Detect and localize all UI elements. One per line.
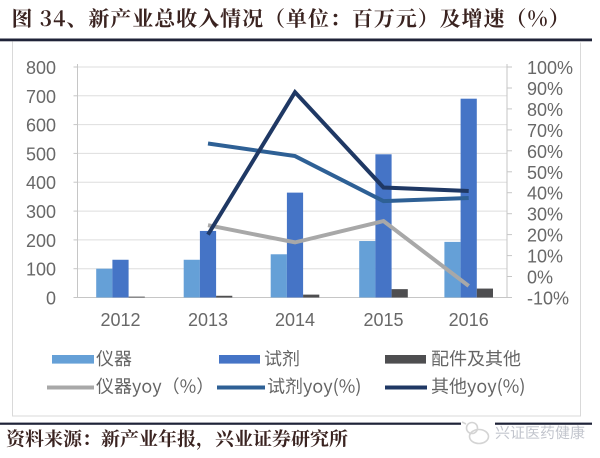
svg-text:20%: 20% [527,226,563,246]
svg-text:2016: 2016 [449,310,489,330]
svg-text:2014: 2014 [275,310,315,330]
svg-text:100: 100 [26,260,56,280]
svg-text:50%: 50% [527,163,563,183]
svg-text:80%: 80% [527,100,563,120]
svg-text:70%: 70% [527,121,563,141]
svg-text:600: 600 [26,116,56,136]
svg-text:100%: 100% [527,58,573,78]
svg-text:2012: 2012 [100,310,140,330]
svg-text:0%: 0% [527,268,553,288]
svg-text:200: 200 [26,231,56,251]
svg-text:500: 500 [26,144,56,164]
svg-text:2015: 2015 [363,310,403,330]
svg-text:90%: 90% [527,79,563,99]
svg-text:0: 0 [46,289,56,309]
svg-text:10%: 10% [527,247,563,267]
svg-text:30%: 30% [527,205,563,225]
svg-text:800: 800 [26,58,56,78]
svg-text:400: 400 [26,173,56,193]
svg-text:700: 700 [26,87,56,107]
svg-text:300: 300 [26,202,56,222]
svg-text:40%: 40% [527,184,563,204]
svg-text:-10%: -10% [527,289,569,309]
svg-text:2013: 2013 [188,310,228,330]
svg-text:60%: 60% [527,142,563,162]
